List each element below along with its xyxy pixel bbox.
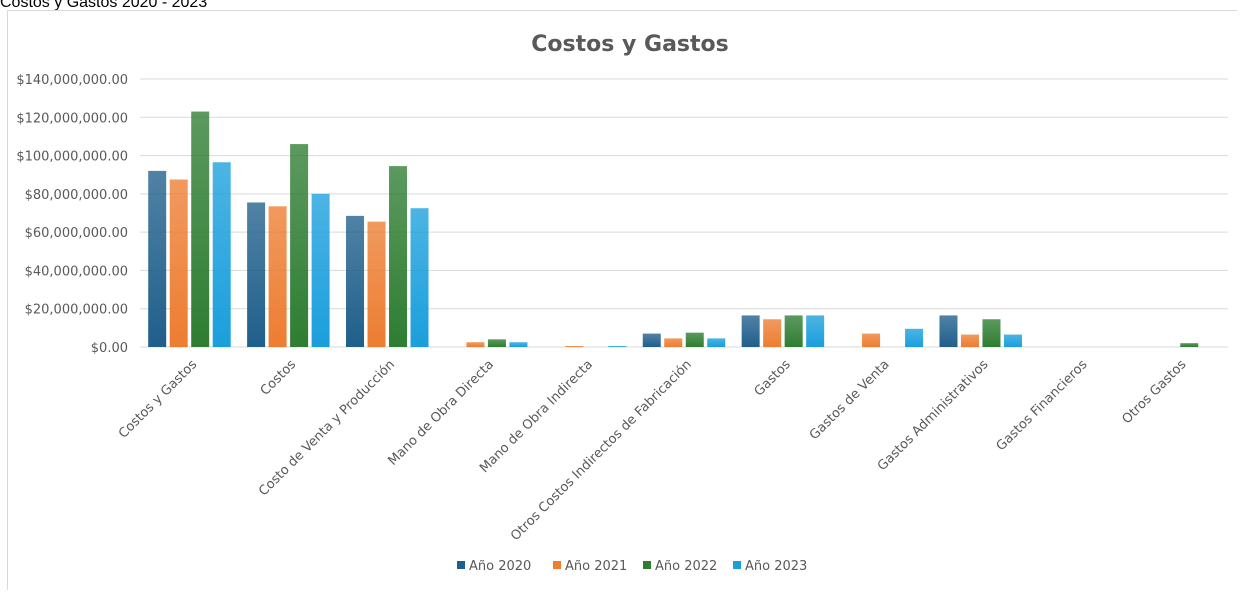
bar [685,332,704,347]
bar [806,315,825,347]
y-tick-label: $0.00 [91,341,128,356]
x-tick-label: Gastos Administrativos [875,357,992,474]
x-tick-label: Mano de Obra Directa [385,357,497,469]
bar [1003,334,1022,347]
y-tick-label: $80,000,000.00 [25,188,128,203]
y-tick-label: $100,000,000.00 [16,150,128,165]
legend-item: Año 2023 [733,559,807,574]
x-tick-label: Gastos [752,357,794,399]
bar [982,319,1001,347]
bar [268,206,287,347]
bar [487,339,506,347]
y-axis-tick-labels: $0.00 $20,000,000.00 $40,000,000.00 $60,000… [16,73,128,356]
x-tick-label: Otros Gastos [1119,357,1189,427]
bar [763,319,782,347]
bar [939,315,958,347]
bar [389,166,408,347]
chart-title: Costos y Gastos [531,32,728,57]
bar [212,162,231,347]
bar [741,315,760,347]
bar [311,193,330,347]
bar [784,315,803,347]
bar [707,338,726,347]
bars [148,111,1199,348]
legend-swatch [733,561,741,569]
y-tick-label: $120,000,000.00 [16,111,128,126]
legend-label: Año 2021 [565,559,627,574]
chart-frame: Costos y Gastos $0.00 $20,000,000.00 $40,0… [7,10,1237,590]
bar [169,179,188,347]
bar [290,144,309,347]
legend-item: Año 2020 [457,559,531,574]
bar [1180,343,1199,347]
legend: Año 2020 Año 2021 Año 2022 Año 2023 [457,559,807,574]
bar-chart: Costos y Gastos $0.00 $20,000,000.00 $40,0… [16,32,1228,574]
bar [642,333,661,347]
x-tick-label: Gastos de Venta [807,357,893,443]
y-tick-label: $140,000,000.00 [16,73,128,88]
bar [565,346,584,347]
bar [862,333,881,347]
bar [346,215,365,347]
y-tick-label: $20,000,000.00 [25,303,128,318]
bar [367,221,386,347]
bar [664,338,683,347]
x-tick-label: Mano de Obra Indirecta [477,357,596,476]
bar [466,342,485,347]
legend-label: Año 2022 [655,559,717,574]
legend-swatch [457,561,465,569]
legend-swatch [643,561,651,569]
bar [960,334,979,347]
x-tick-label: Otros Costos Indirectos de Fabricación [508,357,695,544]
y-tick-label: $60,000,000.00 [25,226,128,241]
x-tick-label: Gastos Financieros [994,357,1091,454]
bar [191,111,210,348]
legend-item: Año 2021 [553,559,627,574]
y-tick-label: $40,000,000.00 [25,264,128,279]
legend-item: Año 2022 [643,559,717,574]
legend-swatch [553,561,561,569]
legend-label: Año 2023 [745,559,807,574]
x-tick-label: Costos y Gastos [116,357,200,441]
bar [148,170,167,347]
bar [905,328,924,347]
legend-label: Año 2020 [469,559,531,574]
x-tick-label: Costos [258,357,300,399]
bar [509,342,528,347]
sheet-caption: Costos y Gastos 2020 - 2023 [0,0,208,11]
bar [410,208,429,347]
bar [247,202,266,347]
bar [608,346,627,347]
